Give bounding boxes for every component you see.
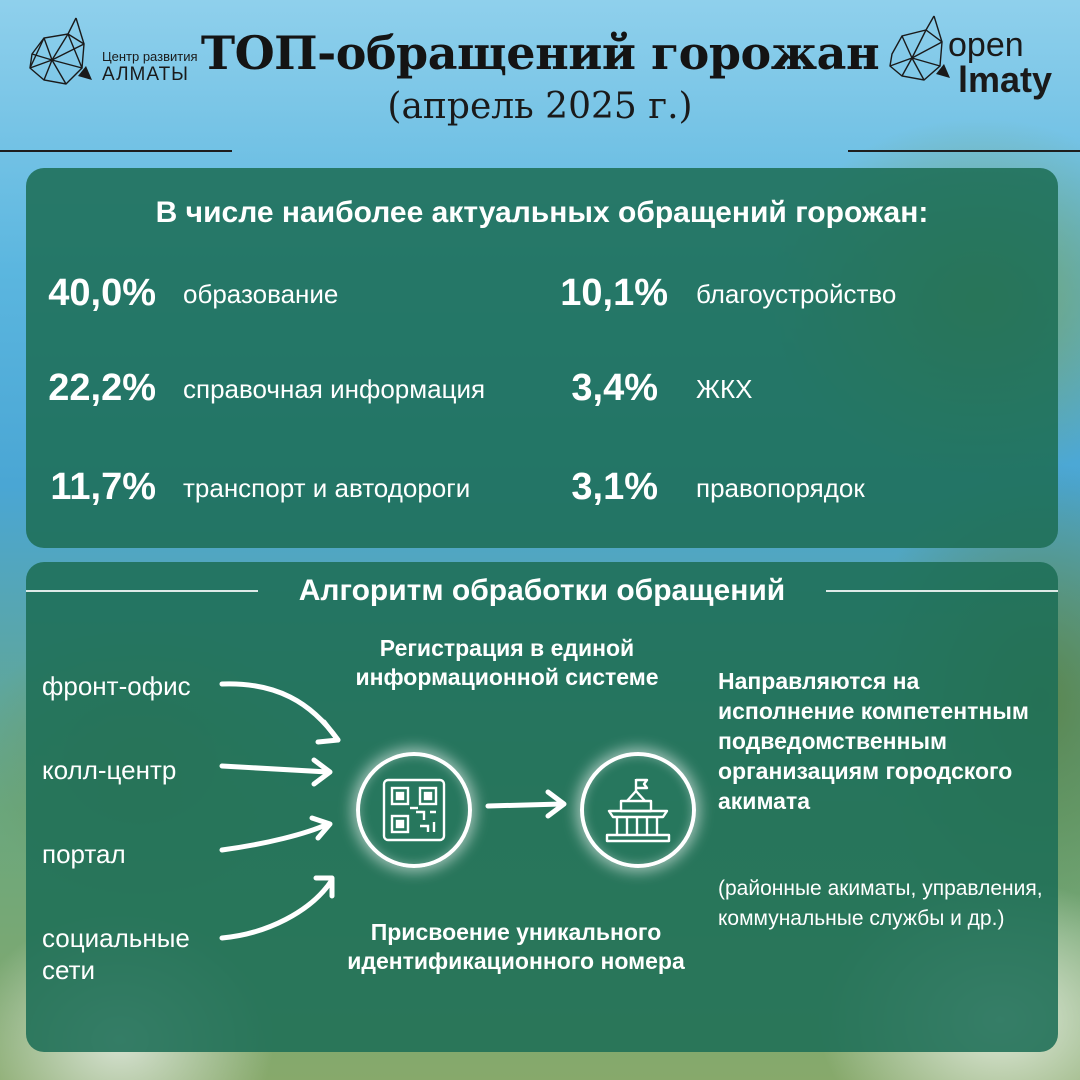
top-appeals-panel: В числе наиболее актуальных обращений го…: [26, 168, 1058, 548]
logo-right-line1: open: [948, 26, 1024, 64]
logo-left-line2: АЛМАТЫ: [102, 64, 190, 85]
algorithm-panel: Алгоритм обработки обращений фронт-офис …: [26, 562, 1058, 1052]
stat-percent: 40,0%: [48, 272, 156, 314]
source-front-office: фронт-офис: [42, 671, 191, 701]
stat-label: образование: [183, 279, 339, 309]
stat-percent: 11,7%: [50, 466, 156, 508]
algorithm-divider-left: [26, 590, 258, 592]
arrow-head-icon: [315, 719, 341, 745]
stat-label: ЖКХ: [696, 374, 753, 404]
stat-label: транспорт и автодороги: [183, 473, 471, 503]
page-title: ТОП-обращений горожан: [200, 26, 880, 80]
crystal-logo-icon: [29, 17, 92, 85]
arrow-portal: [219, 821, 331, 853]
arrow-social: [219, 877, 335, 941]
logo-right-line2: lmaty: [958, 59, 1053, 100]
destination-note: (районные акиматы, управления, коммуналь…: [718, 877, 1043, 930]
algorithm-heading: Алгоритм обработки обращений: [298, 574, 786, 607]
page-subtitle: (апрель 2025 г.): [387, 86, 693, 127]
destination-text: Направляются на исполнение компетентным …: [718, 668, 1029, 814]
top-appeals-heading: В числе наиболее актуальных обращений го…: [155, 196, 929, 229]
stat-percent: 3,4%: [571, 367, 658, 409]
stat-label: справочная информация: [183, 374, 486, 404]
crystal-logo-icon: [889, 15, 950, 81]
step-registration: Регистрация в единой информационной сист…: [355, 635, 659, 690]
qr-code-icon: [382, 778, 446, 842]
stat-label: благоустройство: [696, 279, 897, 309]
qr-circle: [356, 752, 472, 868]
stat-percent: 10,1%: [560, 272, 668, 314]
stat-label: правопорядок: [696, 473, 865, 503]
logo-left-line1: Центр развития: [102, 49, 198, 64]
source-call-center: колл-центр: [42, 755, 177, 785]
source-social-networks: социальные сети: [42, 923, 190, 985]
building-circle: [580, 752, 696, 868]
arrow-head-icon: [545, 789, 567, 819]
government-building-icon: [605, 778, 671, 843]
arrow-front-office: [219, 681, 341, 743]
source-portal: портал: [42, 839, 126, 869]
flow-arrows: [219, 681, 567, 941]
arrow-head-icon: [311, 757, 333, 787]
algorithm-divider-right: [826, 590, 1058, 592]
stat-percent: 3,1%: [571, 466, 658, 508]
arrow-head-icon: [309, 815, 333, 841]
logo-open-almaty: open lmaty: [886, 14, 1066, 109]
logo-almaty-development-center: Центр развития АЛМАТЫ: [22, 14, 202, 104]
header-divider-right: [848, 150, 1080, 152]
arrow-head-icon: [313, 875, 335, 899]
header-divider-left: [0, 150, 232, 152]
stat-percent: 22,2%: [48, 367, 156, 409]
arrow-call-center: [219, 763, 331, 775]
arrow-to-destination: [485, 801, 565, 809]
step-unique-id: Присвоение уникального идентификационног…: [347, 919, 685, 974]
